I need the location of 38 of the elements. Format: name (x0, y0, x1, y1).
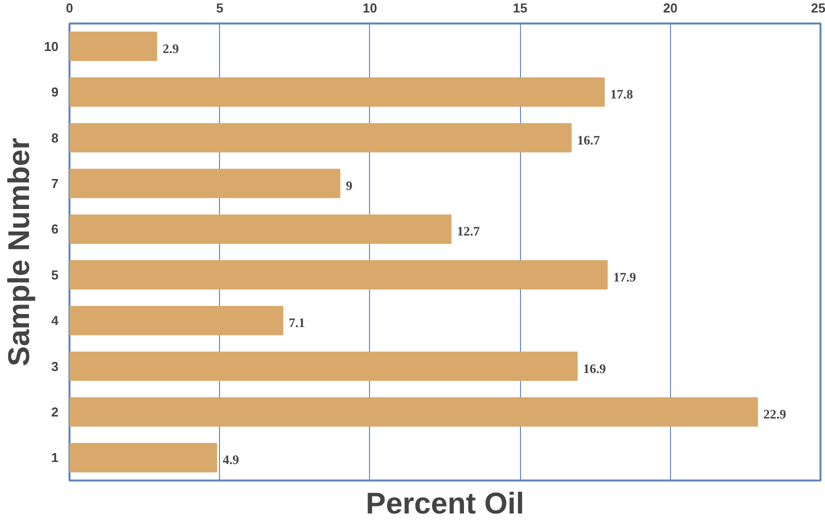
y-tick-label: 1 (51, 450, 59, 466)
x-tick-label: 5 (216, 0, 224, 16)
x-tick-label: 25 (811, 0, 825, 16)
bar (70, 442, 218, 472)
data-label: 16.9 (583, 360, 606, 376)
data-label: 16.7 (577, 132, 600, 148)
y-tick-label: 4 (51, 313, 60, 328)
y-tick-label: 6 (51, 222, 59, 237)
y-tick-label: 9 (51, 84, 59, 100)
bar (70, 168, 340, 198)
bar (70, 32, 158, 62)
data-label: 4.9 (222, 452, 240, 468)
data-label: 12.7 (457, 224, 480, 239)
bar (70, 352, 578, 381)
x-axis-title: Percent Oil (366, 488, 524, 520)
data-label: 2.9 (162, 40, 180, 56)
bar (70, 123, 572, 152)
data-label: 22.9 (763, 406, 787, 422)
data-label: 17.8 (610, 86, 634, 102)
y-tick-label: 2 (51, 404, 59, 420)
bar (70, 306, 284, 336)
x-tick-label: 15 (512, 0, 528, 16)
bar (70, 397, 758, 427)
data-label: 9 (346, 178, 353, 193)
y-tick-label: 3 (51, 358, 59, 374)
x-tick-label: 20 (663, 0, 678, 16)
x-tick-label: 0 (66, 0, 74, 16)
y-tick-label: 7 (51, 176, 59, 191)
data-label: 17.9 (613, 269, 636, 284)
bar (70, 260, 608, 290)
y-tick-label: 10 (44, 38, 59, 54)
bar (70, 77, 605, 107)
bar (70, 214, 452, 244)
x-tick-label: 10 (362, 0, 378, 16)
y-tick-label: 8 (51, 130, 59, 146)
y-axis-title: Sample Number (3, 137, 36, 366)
y-tick-label: 5 (51, 267, 59, 282)
data-label: 7.1 (288, 315, 306, 330)
